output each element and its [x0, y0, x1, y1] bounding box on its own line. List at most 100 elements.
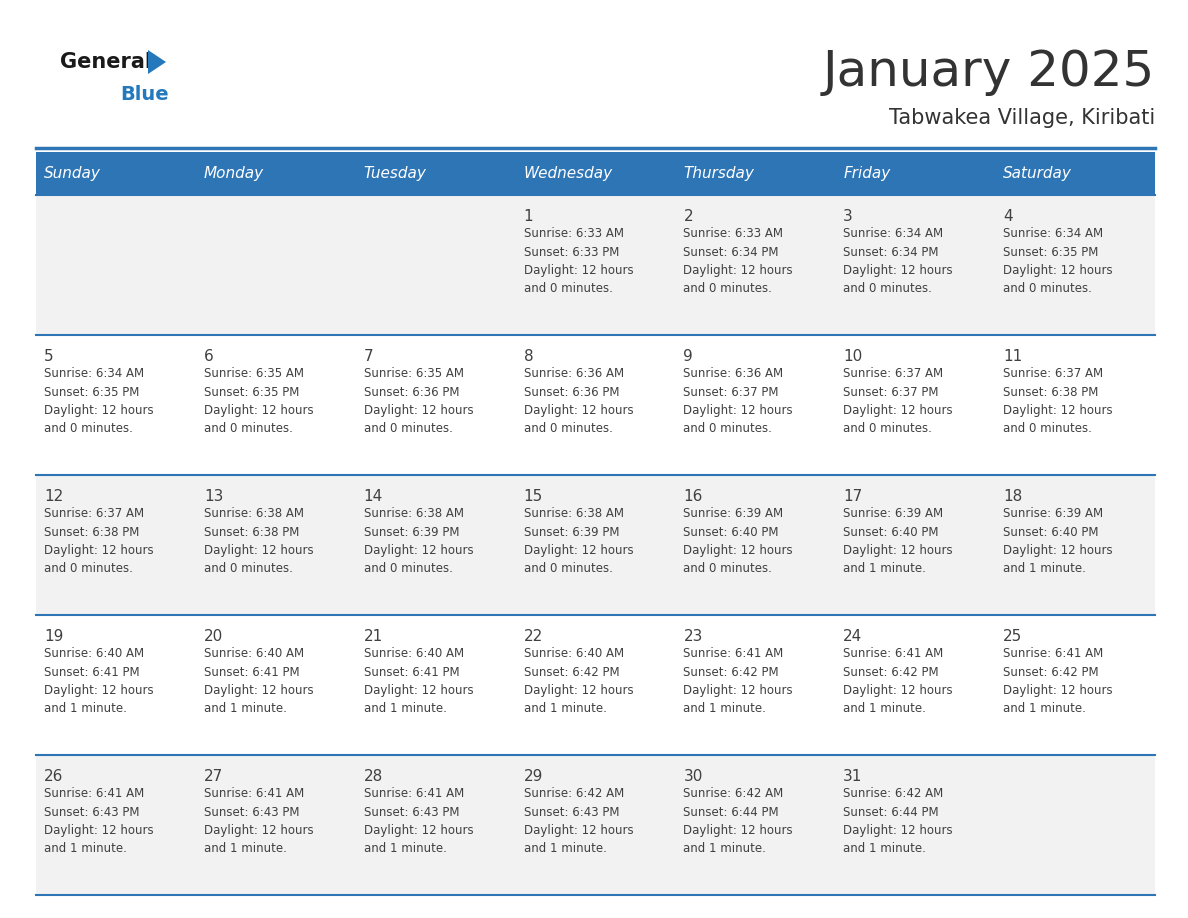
- Text: and 0 minutes.: and 0 minutes.: [204, 563, 292, 576]
- Text: 14: 14: [364, 489, 383, 504]
- Text: and 0 minutes.: and 0 minutes.: [683, 283, 772, 296]
- Text: Sunset: 6:35 PM: Sunset: 6:35 PM: [1003, 245, 1099, 259]
- Bar: [36, 335, 1155, 475]
- Text: Daylight: 12 hours: Daylight: 12 hours: [1003, 264, 1113, 277]
- Text: Sunset: 6:37 PM: Sunset: 6:37 PM: [843, 386, 939, 398]
- Text: Sunset: 6:37 PM: Sunset: 6:37 PM: [683, 386, 779, 398]
- Bar: [36, 615, 1155, 755]
- Text: and 0 minutes.: and 0 minutes.: [843, 422, 933, 435]
- Text: Sunrise: 6:37 AM: Sunrise: 6:37 AM: [1003, 367, 1104, 380]
- Text: Sunrise: 6:34 AM: Sunrise: 6:34 AM: [843, 227, 943, 240]
- Text: Daylight: 12 hours: Daylight: 12 hours: [524, 824, 633, 837]
- Text: Daylight: 12 hours: Daylight: 12 hours: [843, 824, 953, 837]
- Text: Sunrise: 6:40 AM: Sunrise: 6:40 AM: [524, 647, 624, 660]
- Text: 1: 1: [524, 209, 533, 224]
- Text: Daylight: 12 hours: Daylight: 12 hours: [683, 684, 794, 697]
- Text: Sunrise: 6:39 AM: Sunrise: 6:39 AM: [843, 507, 943, 520]
- Text: Tuesday: Tuesday: [364, 166, 426, 181]
- Text: Monday: Monday: [204, 166, 264, 181]
- Text: Daylight: 12 hours: Daylight: 12 hours: [524, 264, 633, 277]
- Text: Daylight: 12 hours: Daylight: 12 hours: [1003, 544, 1113, 557]
- Text: Daylight: 12 hours: Daylight: 12 hours: [524, 684, 633, 697]
- Text: Sunrise: 6:33 AM: Sunrise: 6:33 AM: [683, 227, 783, 240]
- Text: Saturday: Saturday: [1003, 166, 1072, 181]
- Text: Sunrise: 6:34 AM: Sunrise: 6:34 AM: [1003, 227, 1104, 240]
- Text: Sunset: 6:44 PM: Sunset: 6:44 PM: [683, 805, 779, 819]
- Text: Daylight: 12 hours: Daylight: 12 hours: [44, 824, 153, 837]
- Text: and 1 minute.: and 1 minute.: [683, 843, 766, 856]
- Text: Sunrise: 6:38 AM: Sunrise: 6:38 AM: [204, 507, 304, 520]
- Text: and 1 minute.: and 1 minute.: [843, 843, 927, 856]
- Text: Daylight: 12 hours: Daylight: 12 hours: [44, 684, 153, 697]
- Text: Daylight: 12 hours: Daylight: 12 hours: [683, 824, 794, 837]
- Bar: [36, 195, 1155, 335]
- Text: Daylight: 12 hours: Daylight: 12 hours: [843, 544, 953, 557]
- Text: Sunrise: 6:40 AM: Sunrise: 6:40 AM: [204, 647, 304, 660]
- Text: and 1 minute.: and 1 minute.: [44, 843, 127, 856]
- Text: Sunrise: 6:37 AM: Sunrise: 6:37 AM: [44, 507, 144, 520]
- Text: 17: 17: [843, 489, 862, 504]
- Text: Daylight: 12 hours: Daylight: 12 hours: [524, 404, 633, 417]
- Text: 21: 21: [364, 629, 383, 644]
- Text: Sunrise: 6:38 AM: Sunrise: 6:38 AM: [524, 507, 624, 520]
- Text: Sunday: Sunday: [44, 166, 101, 181]
- Text: Sunset: 6:43 PM: Sunset: 6:43 PM: [524, 805, 619, 819]
- Text: and 1 minute.: and 1 minute.: [524, 702, 606, 715]
- Text: Sunset: 6:40 PM: Sunset: 6:40 PM: [843, 525, 939, 539]
- Text: 15: 15: [524, 489, 543, 504]
- Text: Sunset: 6:42 PM: Sunset: 6:42 PM: [1003, 666, 1099, 678]
- Text: Daylight: 12 hours: Daylight: 12 hours: [364, 544, 473, 557]
- Text: Sunset: 6:43 PM: Sunset: 6:43 PM: [204, 805, 299, 819]
- Text: 13: 13: [204, 489, 223, 504]
- Text: and 1 minute.: and 1 minute.: [364, 843, 447, 856]
- Text: Sunset: 6:44 PM: Sunset: 6:44 PM: [843, 805, 939, 819]
- Text: 12: 12: [44, 489, 63, 504]
- Text: 29: 29: [524, 769, 543, 784]
- Text: Sunrise: 6:41 AM: Sunrise: 6:41 AM: [364, 787, 465, 800]
- Text: Daylight: 12 hours: Daylight: 12 hours: [44, 544, 153, 557]
- Text: Sunrise: 6:37 AM: Sunrise: 6:37 AM: [843, 367, 943, 380]
- Text: Sunset: 6:36 PM: Sunset: 6:36 PM: [524, 386, 619, 398]
- Text: Sunrise: 6:38 AM: Sunrise: 6:38 AM: [364, 507, 463, 520]
- Text: Daylight: 12 hours: Daylight: 12 hours: [683, 264, 794, 277]
- Text: and 0 minutes.: and 0 minutes.: [364, 563, 453, 576]
- Text: Sunset: 6:42 PM: Sunset: 6:42 PM: [683, 666, 779, 678]
- Text: 31: 31: [843, 769, 862, 784]
- Text: Daylight: 12 hours: Daylight: 12 hours: [1003, 404, 1113, 417]
- Text: Daylight: 12 hours: Daylight: 12 hours: [364, 684, 473, 697]
- Text: and 1 minute.: and 1 minute.: [524, 843, 606, 856]
- Text: Sunset: 6:34 PM: Sunset: 6:34 PM: [683, 245, 779, 259]
- Text: 9: 9: [683, 349, 693, 364]
- Text: 4: 4: [1003, 209, 1012, 224]
- Text: Daylight: 12 hours: Daylight: 12 hours: [204, 684, 314, 697]
- Bar: [36, 475, 1155, 615]
- Text: 23: 23: [683, 629, 703, 644]
- Text: Sunset: 6:41 PM: Sunset: 6:41 PM: [204, 666, 299, 678]
- Text: 2: 2: [683, 209, 693, 224]
- Text: 22: 22: [524, 629, 543, 644]
- Text: 11: 11: [1003, 349, 1023, 364]
- Text: Sunset: 6:41 PM: Sunset: 6:41 PM: [44, 666, 140, 678]
- Text: Sunrise: 6:40 AM: Sunrise: 6:40 AM: [44, 647, 144, 660]
- Text: Daylight: 12 hours: Daylight: 12 hours: [683, 404, 794, 417]
- Text: Sunrise: 6:41 AM: Sunrise: 6:41 AM: [1003, 647, 1104, 660]
- Text: Sunset: 6:42 PM: Sunset: 6:42 PM: [524, 666, 619, 678]
- Polygon shape: [148, 50, 166, 74]
- Text: and 1 minute.: and 1 minute.: [843, 702, 927, 715]
- Text: Daylight: 12 hours: Daylight: 12 hours: [204, 544, 314, 557]
- Text: 3: 3: [843, 209, 853, 224]
- Text: Sunrise: 6:41 AM: Sunrise: 6:41 AM: [683, 647, 784, 660]
- Text: Tabwakea Village, Kiribati: Tabwakea Village, Kiribati: [889, 108, 1155, 128]
- Text: and 1 minute.: and 1 minute.: [1003, 702, 1086, 715]
- Text: Sunset: 6:36 PM: Sunset: 6:36 PM: [364, 386, 460, 398]
- Text: Sunset: 6:39 PM: Sunset: 6:39 PM: [364, 525, 460, 539]
- Text: Daylight: 12 hours: Daylight: 12 hours: [1003, 684, 1113, 697]
- Text: Sunrise: 6:35 AM: Sunrise: 6:35 AM: [364, 367, 463, 380]
- Text: 5: 5: [44, 349, 53, 364]
- Text: and 0 minutes.: and 0 minutes.: [44, 563, 133, 576]
- Text: 18: 18: [1003, 489, 1023, 504]
- Text: Sunrise: 6:35 AM: Sunrise: 6:35 AM: [204, 367, 304, 380]
- Text: Sunset: 6:40 PM: Sunset: 6:40 PM: [683, 525, 779, 539]
- Text: Sunrise: 6:42 AM: Sunrise: 6:42 AM: [524, 787, 624, 800]
- Text: and 1 minute.: and 1 minute.: [1003, 563, 1086, 576]
